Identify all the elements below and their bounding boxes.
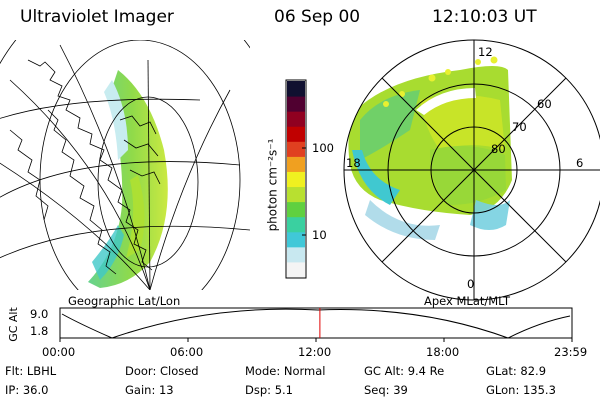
- polar-plot: [343, 39, 600, 301]
- altitude-ytick-high: 9.0: [30, 307, 49, 321]
- info-door: Door: Closed: [125, 364, 199, 378]
- geo-map-caption: Geographic Lat/Lon: [68, 294, 181, 308]
- colorbar-tick-10: 10: [312, 228, 327, 242]
- instrument-title: Ultraviolet Imager: [20, 7, 174, 27]
- mlt-label-6: 6: [576, 156, 584, 170]
- mlt-label-18: 18: [346, 156, 361, 170]
- time-tick: 18:00: [426, 345, 460, 359]
- colorbar-band: [287, 216, 305, 233]
- date-label: 06 Sep 00: [274, 7, 361, 27]
- altitude-ytick-low: 1.8: [30, 324, 49, 338]
- colorbar-band: [287, 96, 305, 112]
- colorbar-band: [287, 156, 305, 172]
- info-seq: Seq: 39: [364, 383, 408, 397]
- altitude-chart: [59, 307, 573, 342]
- info-gain: Gain: 13: [125, 383, 174, 397]
- colorbar: [285, 79, 307, 279]
- colorbar-tick-100: 100: [312, 141, 334, 155]
- time-tick: 06:00: [170, 345, 204, 359]
- colorbar-band: [287, 186, 305, 203]
- mlat-label-60: 60: [537, 97, 552, 111]
- colorbar-band: [287, 201, 305, 218]
- mlat-label-80: 80: [491, 142, 506, 156]
- coastline: [9, 59, 161, 275]
- info-flt: Flt: LBHL: [5, 364, 57, 378]
- colorbar-band: [287, 246, 305, 263]
- info-dsp: Dsp: 5.1: [245, 383, 293, 397]
- colorbar-band: [287, 81, 305, 97]
- colorbar-label: photon cm⁻²s⁻¹: [265, 138, 280, 232]
- time-tick: 00:00: [42, 345, 76, 359]
- colorbar-band: [287, 141, 305, 157]
- info-glon: GLon: 135.3: [486, 383, 556, 397]
- time-tick: 12:00: [298, 345, 332, 359]
- colorbar-band: [287, 126, 305, 142]
- info-gc-alt: GC Alt: 9.4 Re: [364, 364, 445, 378]
- info-glat: GLat: 82.9: [486, 364, 547, 378]
- altitude-curve: [61, 308, 571, 339]
- polar-plot-caption: Apex MLat/MLT: [424, 294, 511, 308]
- colorbar-band: [287, 261, 305, 278]
- colorbar-band: [287, 171, 305, 188]
- colorbar-band: [287, 111, 305, 127]
- altitude-ylabel: GC Alt: [6, 307, 20, 342]
- time-tick: 23:59: [554, 345, 588, 359]
- geo-aurora-image: [88, 70, 168, 288]
- geographic-map: [0, 40, 250, 290]
- time-label: 12:10:03 UT: [432, 7, 537, 27]
- mlat-label-70: 70: [512, 120, 527, 134]
- info-mode: Mode: Normal: [245, 364, 326, 378]
- mlt-label-0: 0: [467, 277, 475, 291]
- info-ip: IP: 36.0: [5, 383, 49, 397]
- mlt-label-12: 12: [478, 45, 493, 59]
- colorbar-band: [287, 231, 305, 248]
